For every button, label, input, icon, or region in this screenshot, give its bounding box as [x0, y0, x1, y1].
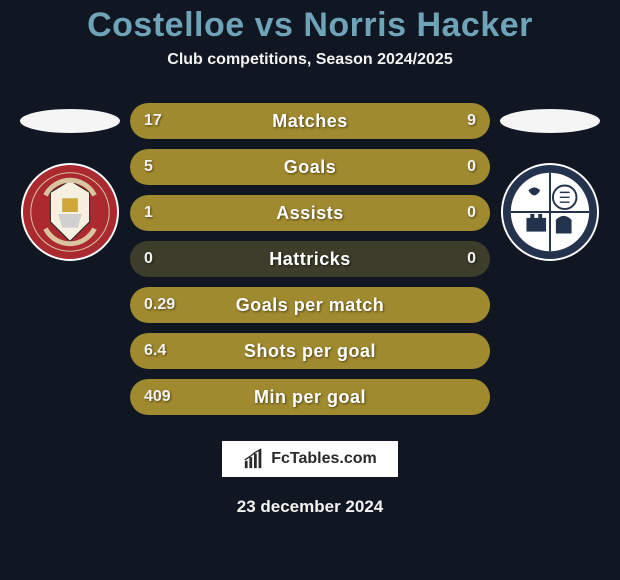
right-ellipse [500, 109, 600, 133]
stat-row: Hattricks0 0 [130, 241, 490, 277]
stat-value-left: 17 [144, 112, 162, 130]
stat-label: Goals [130, 157, 490, 178]
stat-value-right: 9 [467, 112, 476, 130]
comparison-row: Matches179Goals50Assists10Hattricks00Goa… [0, 103, 620, 415]
fctables-logo[interactable]: FcTables.com [222, 441, 398, 477]
stat-row: Assists1 0 [130, 195, 490, 231]
stat-value-left: 409 [144, 388, 171, 406]
stat-value-left: 6.4 [144, 342, 166, 360]
stat-value-right: 0 [467, 250, 476, 268]
stat-value-right: 0 [467, 204, 476, 222]
stat-value-right: 0 [467, 158, 476, 176]
stats-column: Matches179Goals50Assists10Hattricks00Goa… [130, 103, 490, 415]
stat-row: Min per goal409 [130, 379, 490, 415]
stat-value-left: 0.29 [144, 296, 175, 314]
stat-row: Shots per goal6.4 [130, 333, 490, 369]
stat-value-left: 5 [144, 158, 153, 176]
footer-date: 23 december 2024 [237, 497, 384, 517]
stat-label: Matches [130, 111, 490, 132]
page-subtitle: Club competitions, Season 2024/2025 [167, 51, 452, 69]
stat-label: Goals per match [130, 295, 490, 316]
stat-label: Min per goal [130, 387, 490, 408]
right-club-crest [501, 163, 599, 261]
stat-label: Hattricks [130, 249, 490, 270]
stat-row: Goals per match0.29 [130, 287, 490, 323]
chart-bars-icon [243, 448, 265, 470]
stat-label: Shots per goal [130, 341, 490, 362]
stat-label: Assists [130, 203, 490, 224]
stat-value-left: 0 [144, 250, 153, 268]
left-ellipse [20, 109, 120, 133]
stat-row: Matches17 9 [130, 103, 490, 139]
page-title: Costelloe vs Norris Hacker [87, 6, 533, 45]
stat-value-left: 1 [144, 204, 153, 222]
left-club-crest [21, 163, 119, 261]
fctables-logo-text: FcTables.com [271, 450, 377, 468]
stat-row: Goals5 0 [130, 149, 490, 185]
right-player-col [490, 103, 610, 261]
left-player-col [10, 103, 130, 261]
